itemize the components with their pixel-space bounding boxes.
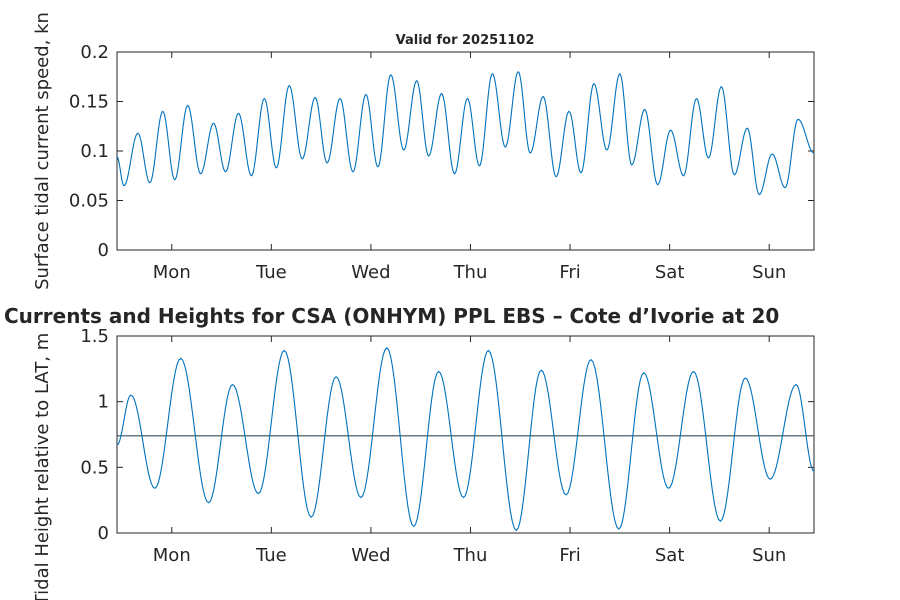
- current-speed-series-line: [116, 70, 815, 196]
- tidal-height-xtick-label: Mon: [153, 545, 191, 566]
- tidal-height-xtick-label: Tue: [255, 545, 287, 566]
- current-speed-ylabel: Surface tidal current speed, kn: [32, 12, 53, 290]
- tidal-height-ytick-label: 1.5: [80, 326, 109, 347]
- current-speed-xtick-label: Tue: [255, 262, 287, 283]
- tidal-height-xtick-label: Thu: [453, 545, 488, 566]
- tidal-height-ylabel: Tidal Height relative to LAT, m: [32, 333, 53, 600]
- current-speed-ytick-label: 0.15: [69, 92, 109, 113]
- current-speed-xtick-label: Wed: [351, 262, 390, 283]
- current-speed-plot-area: [116, 51, 815, 251]
- tidal-height-xtick-label: Fri: [559, 545, 580, 566]
- tidal-height-yticks: 0 0.5 1 1.5: [80, 326, 814, 544]
- current-speed-xtick-label: Mon: [153, 262, 191, 283]
- current-speed-xtick-label: Thu: [453, 262, 488, 283]
- current-speed-ytick-label: 0: [98, 240, 109, 261]
- current-speed-ytick-label: 0.05: [69, 191, 109, 212]
- tidal-height-plot-area: [116, 335, 815, 534]
- tidal-height-ytick-label: 1: [98, 392, 109, 413]
- current-speed-xticks: Mon Tue Wed Thu Fri Sat Sun: [153, 52, 786, 283]
- current-speed-title: Valid for 20251102: [396, 33, 535, 48]
- current-speed-xtick-label: Fri: [559, 262, 580, 283]
- tidal-height-xtick-label: Sat: [655, 545, 685, 566]
- current-speed-ytick-label: 0.2: [80, 42, 109, 63]
- tidal-height-series-line: [116, 347, 815, 532]
- current-speed-xtick-label: Sat: [655, 262, 685, 283]
- figure-suptitle: Currents and Heights for CSA (ONHYM) PPL…: [4, 304, 779, 328]
- tidal-height-ytick-label: 0.5: [80, 457, 109, 478]
- current-speed-axes: Valid for 20251102 Surface tidal current…: [32, 12, 815, 290]
- tidal-height-axes: Tidal Height relative to LAT, m 0 0.5 1 1.5…: [32, 326, 815, 600]
- tidal-height-xticks: Mon Tue Wed Thu Fri Sat Sun: [153, 336, 786, 566]
- current-speed-yticks: 0 0.05 0.1 0.15 0.2: [69, 42, 814, 261]
- current-speed-xtick-label: Sun: [752, 262, 786, 283]
- tidal-height-ytick-label: 0: [98, 523, 109, 544]
- tidal-height-xtick-label: Wed: [351, 545, 390, 566]
- current-speed-ytick-label: 0.1: [80, 141, 109, 162]
- tidal-height-xtick-label: Sun: [752, 545, 786, 566]
